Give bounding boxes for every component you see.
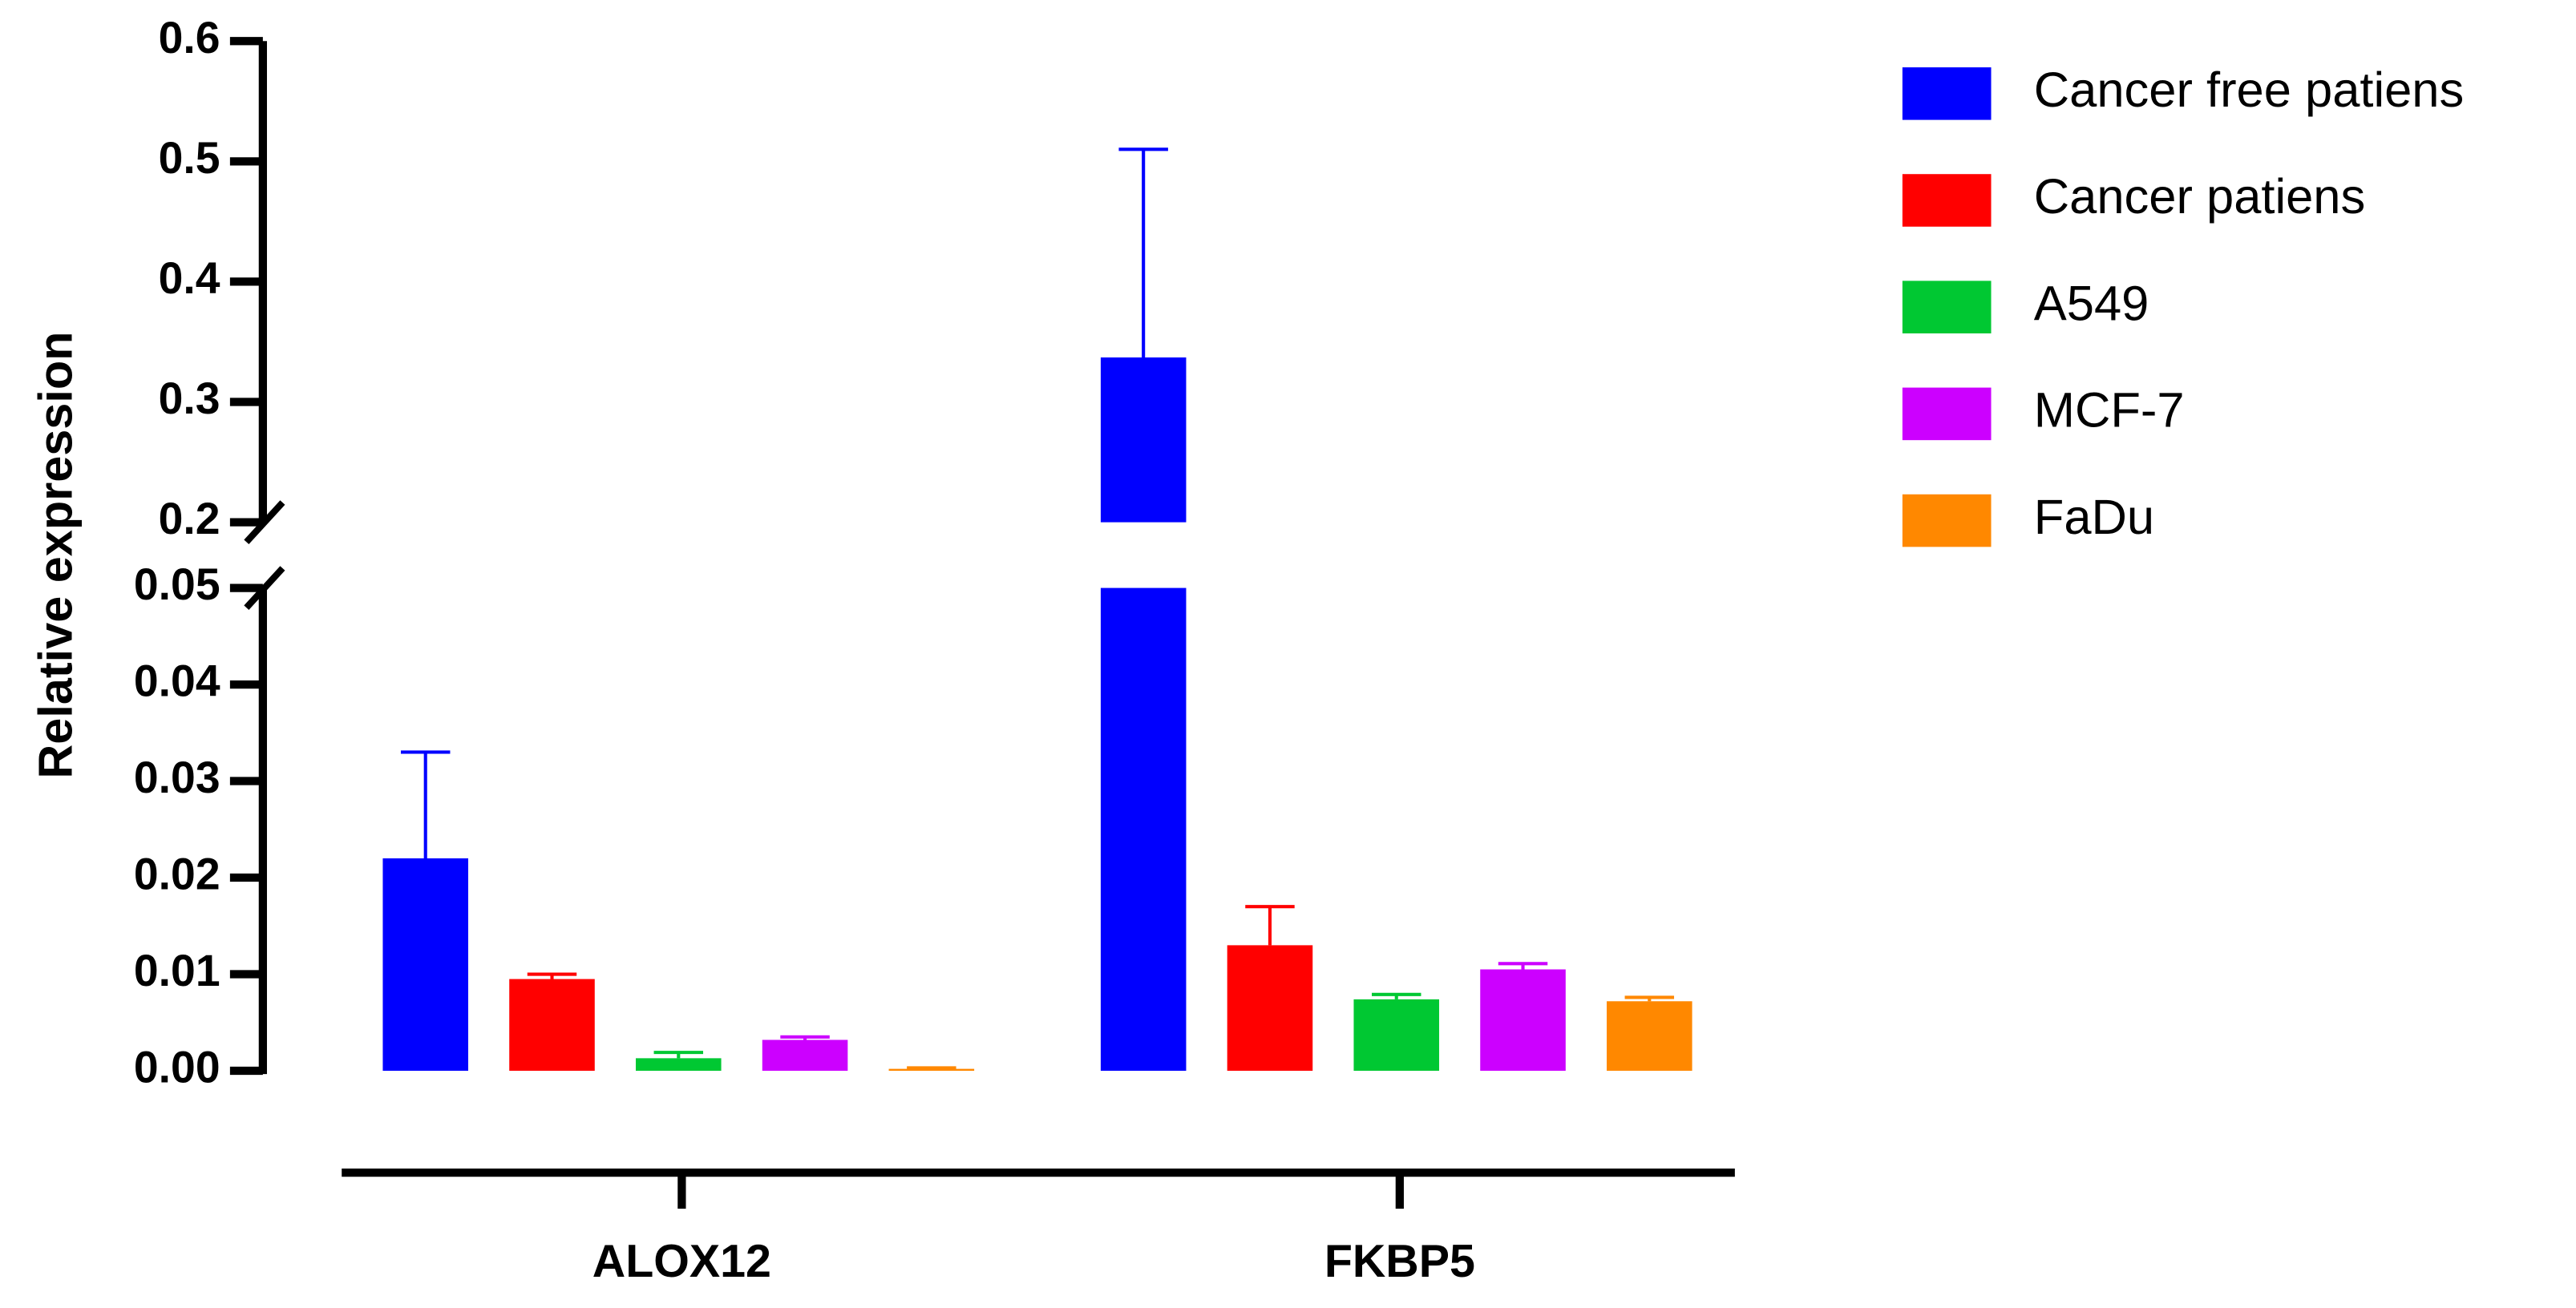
y-tick-label: 0.05	[134, 559, 220, 609]
y-tick-label: 0.03	[134, 753, 220, 802]
bar-lower	[1100, 587, 1187, 1072]
y-tick-label: 0.00	[134, 1043, 220, 1092]
legend-label: A549	[2034, 276, 2149, 331]
y-tick-label: 0.01	[134, 946, 220, 995]
y-tick-label: 0.02	[134, 850, 220, 899]
x-tick-label: FKBP5	[1324, 1236, 1475, 1287]
legend-label: FaDu	[2034, 490, 2154, 545]
bar	[1227, 945, 1313, 1072]
legend-label: Cancer patiens	[2034, 169, 2365, 224]
y-tick-label: 0.04	[134, 656, 220, 706]
bar	[1607, 1001, 1692, 1072]
bar	[888, 1068, 975, 1072]
bar	[509, 979, 595, 1072]
bar	[382, 858, 468, 1072]
bar	[762, 1040, 848, 1072]
legend-swatch	[1902, 494, 1992, 547]
legend-swatch	[1902, 281, 1992, 333]
bar	[1480, 969, 1566, 1072]
legend-swatch	[1902, 174, 1992, 227]
y-tick-label: 0.6	[159, 13, 220, 63]
legend-swatch	[1902, 67, 1992, 120]
y-tick-label: 0.5	[159, 133, 220, 183]
y-axis-label: Relative expression	[28, 332, 82, 779]
bar	[636, 1058, 722, 1072]
legend-swatch	[1902, 387, 1992, 441]
bar-upper	[1100, 357, 1187, 523]
legend-label: Cancer free patiens	[2034, 63, 2464, 118]
x-tick-label: ALOX12	[592, 1236, 771, 1287]
bar	[1353, 999, 1440, 1072]
legend-label: MCF-7	[2034, 383, 2185, 438]
y-tick-label: 0.4	[159, 253, 220, 303]
y-tick-label: 0.2	[159, 494, 220, 543]
y-tick-label: 0.3	[159, 373, 220, 423]
